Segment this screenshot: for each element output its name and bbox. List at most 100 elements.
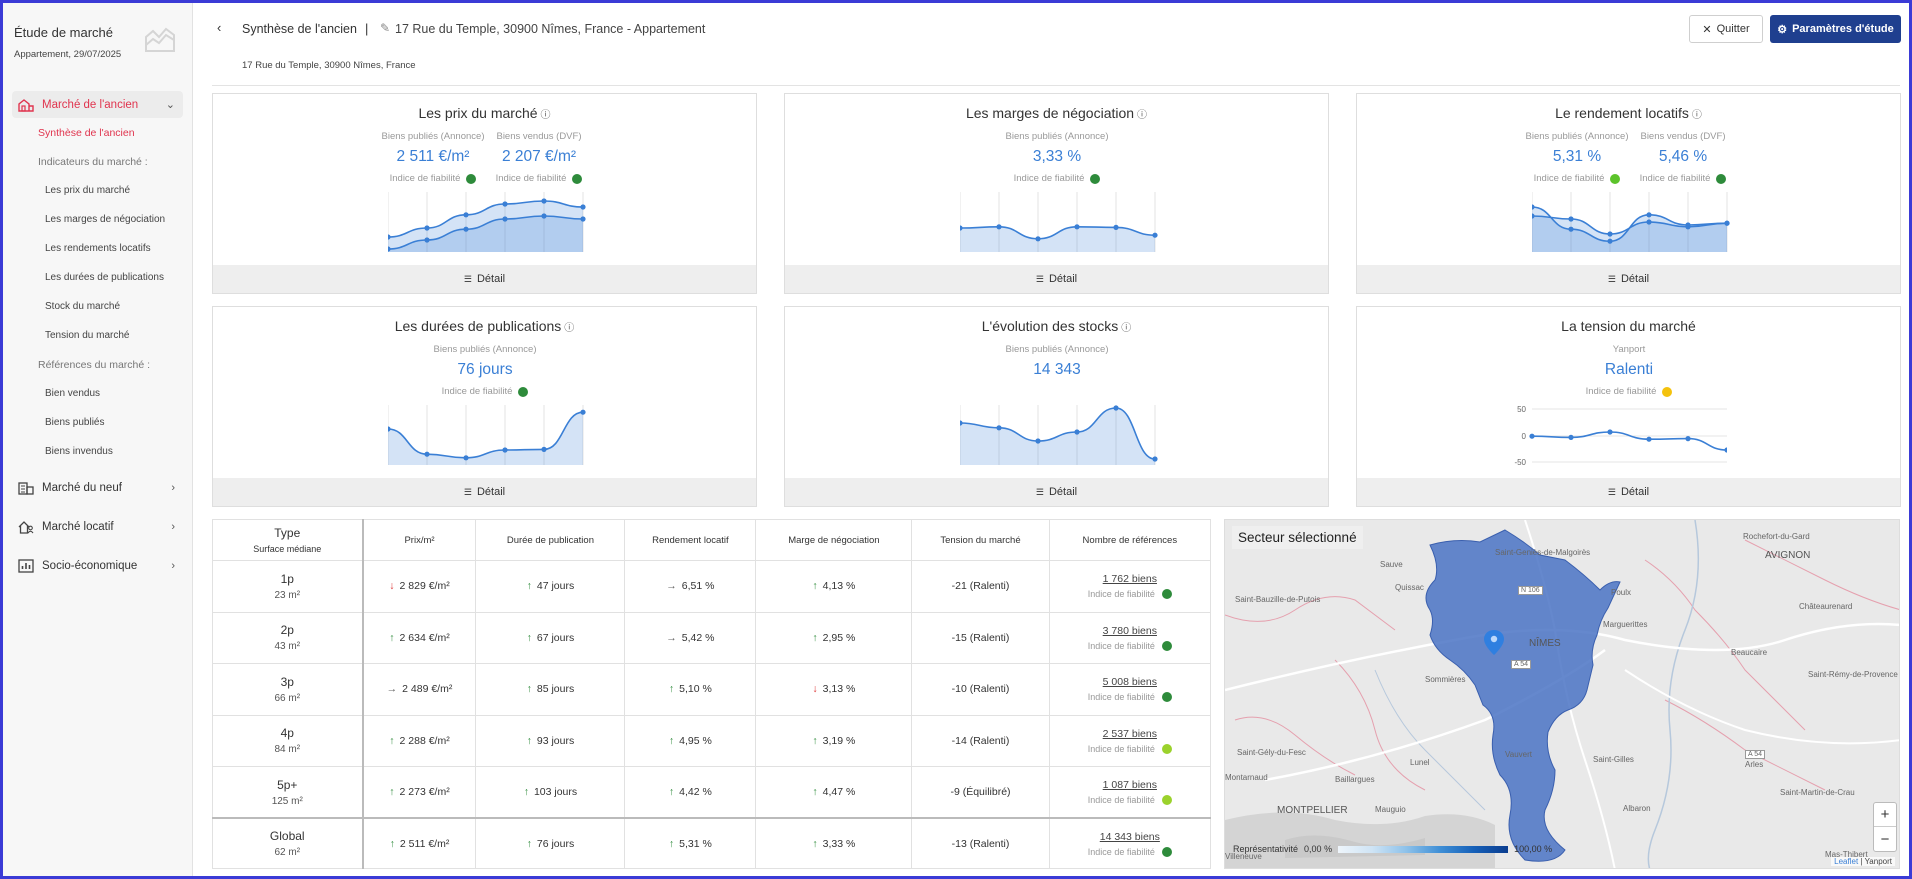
refs-link[interactable]: 1 762 biens xyxy=(1102,573,1157,586)
arrow-up-icon: ↑ xyxy=(389,786,395,798)
study-title: Étude de marché xyxy=(14,25,114,40)
arrow-up-icon: ↑ xyxy=(389,734,395,747)
arrow-up-icon: ↑ xyxy=(812,734,818,747)
sector-map[interactable]: Secteur sélectionné Rochefort-du-Gard AVI… xyxy=(1224,519,1900,869)
list-search-icon: ☰ xyxy=(1035,486,1044,497)
map-place-label: Baillargues xyxy=(1335,775,1375,784)
sparkline-point xyxy=(1074,429,1080,435)
reliability-indicator: Indice de fiabilité xyxy=(415,386,555,397)
cell-yield: ↑ 5,31 % xyxy=(624,817,757,869)
cell-yield: ↑ 4,95 % xyxy=(624,714,757,767)
reliability-indicator: Indice de fiabilité xyxy=(1507,173,1647,184)
sidebar-section-locatif[interactable]: Marché locatif › xyxy=(12,513,183,540)
metric-value: 14 343 xyxy=(1033,361,1081,378)
sparkline-point xyxy=(1074,224,1080,230)
card-detail-button[interactable]: ☰ Détail xyxy=(1357,478,1900,506)
sidebar-item[interactable]: Les prix du marché xyxy=(45,185,131,196)
study-settings-button[interactable]: ⚙ Paramètres d'étude xyxy=(1770,15,1901,43)
map-place-label: Albaron xyxy=(1623,804,1651,813)
edit-icon[interactable]: ✎ xyxy=(380,21,391,35)
reliability-dot xyxy=(1161,743,1172,754)
market-chart-icon xyxy=(145,27,175,52)
info-icon[interactable]: ⓘ xyxy=(1137,110,1148,121)
sparkline-point xyxy=(463,212,469,218)
map-place-label: Arles xyxy=(1745,760,1764,769)
card-title: Les marges de négociation ⓘ xyxy=(785,105,1328,121)
cell-type: 5p+ 125 m² xyxy=(212,766,364,819)
legend-max: 100,00 % xyxy=(1514,844,1553,854)
arrow-right-icon: → xyxy=(666,580,677,593)
sidebar-item[interactable]: Les rendements locatifs xyxy=(45,243,151,254)
sparkline-point xyxy=(1532,213,1535,219)
type-label: 5p+ xyxy=(277,777,298,792)
sparkline-point xyxy=(541,198,547,204)
info-icon[interactable]: ⓘ xyxy=(1121,323,1132,334)
card-detail-button[interactable]: ☰ Détail xyxy=(785,265,1328,293)
reliability-label: Indice de fiabilité xyxy=(1087,692,1155,703)
sparkline-line xyxy=(1532,215,1728,235)
table-row: 4p 84 m² ↑ 2 288 €/m² ↑ 93 jours ↑ 4,95 % ↑ 3,19 … xyxy=(212,714,1212,767)
arrow-up-icon: ↑ xyxy=(668,683,675,696)
cell-value: 2 634 €/m² xyxy=(399,631,450,644)
metric-label: Biens publiés (Annonce) xyxy=(1005,131,1109,142)
cell-tension: -13 (Ralenti) xyxy=(911,817,1050,869)
sidebar-item[interactable]: Biens invendus xyxy=(45,446,113,457)
type-label: 3p xyxy=(280,674,294,689)
sidebar-item[interactable]: Bien vendus xyxy=(45,388,101,399)
reliability-label: Indice de fiabilité xyxy=(1533,173,1605,184)
card-detail-button[interactable]: ☰ Détail xyxy=(785,478,1328,506)
cell-type: 3p 66 m² xyxy=(212,663,364,716)
sparkline-point xyxy=(996,224,1002,230)
refs-link[interactable]: 2 537 biens xyxy=(1102,727,1157,740)
info-icon[interactable]: ⓘ xyxy=(1691,110,1702,121)
sidebar-section-ancien[interactable]: Marché de l'ancien ⌄ xyxy=(12,91,183,118)
sparkline-point xyxy=(1724,220,1730,226)
sparkline-area xyxy=(960,226,1155,252)
sparkline-point xyxy=(580,409,586,415)
refs-link[interactable]: 14 343 biens xyxy=(1099,830,1160,843)
cell-yield: ↑ 5,10 % xyxy=(624,663,757,716)
list-search-icon: ☰ xyxy=(1607,486,1616,497)
zoom-out-button[interactable]: − xyxy=(1880,830,1890,848)
refs-link[interactable]: 5 008 biens xyxy=(1102,676,1157,689)
sidebar-section-neuf[interactable]: Marché du neuf › xyxy=(12,474,183,501)
sidebar-item[interactable]: Les durées de publications xyxy=(45,272,164,283)
refs-link[interactable]: 1 087 biens xyxy=(1102,779,1157,791)
back-arrow-icon[interactable]: ‹ xyxy=(217,20,222,35)
reliability-dot xyxy=(518,386,529,397)
leaflet-link[interactable]: Leaflet xyxy=(1834,857,1859,866)
card-detail-button[interactable]: ☰ Détail xyxy=(1357,265,1900,293)
reliability-label: Indice de fiabilité xyxy=(1639,173,1711,184)
cell-value: 93 jours xyxy=(536,734,575,747)
sidebar-item[interactable]: Stock du marché xyxy=(45,301,121,312)
reliability-dot xyxy=(1161,846,1172,857)
quit-button[interactable]: ✕ Quitter xyxy=(1689,15,1763,43)
card-title-text: Les durées de publications xyxy=(394,318,562,334)
card-detail-button[interactable]: ☰ Détail xyxy=(213,478,756,506)
type-surface: 23 m² xyxy=(274,589,301,601)
sidebar-section-socio[interactable]: Socio-économique › xyxy=(12,552,183,579)
metric-column: Biens publiés (Annonce) 5,31 % Indice de f… xyxy=(1507,131,1647,184)
sparkline-line xyxy=(1531,431,1727,451)
arrow-up-icon: ↑ xyxy=(526,631,532,644)
table-row: Global 62 m² ↑ 2 511 €/m² ↑ 76 jours ↑ 5,31 % ↑ 3… xyxy=(212,817,1212,869)
sidebar-item[interactable]: Synthèse de l'ancien xyxy=(38,126,135,139)
sidebar-item[interactable]: Les marges de négociation xyxy=(45,214,166,225)
card-detail-button[interactable]: ☰ Détail xyxy=(213,265,756,293)
sidebar-item[interactable]: Tension du marché xyxy=(45,330,130,341)
table-body: 1p 23 m² ↓ 2 829 €/m² ↑ 47 jours → 6,51 % ↑ 4,13 … xyxy=(212,560,1212,869)
info-icon[interactable]: ⓘ xyxy=(564,323,575,334)
type-label: 1p xyxy=(280,571,294,586)
col-yield: Rendement locatif xyxy=(624,519,757,561)
sidebar-item[interactable]: Biens publiés xyxy=(45,417,105,428)
sparkline-point xyxy=(1607,429,1613,435)
page-title: Synthèse de l'ancien xyxy=(242,22,357,36)
info-icon[interactable]: ⓘ xyxy=(540,110,551,121)
refs-link[interactable]: 3 780 biens xyxy=(1102,624,1157,637)
attribution-text: Yanport xyxy=(1864,857,1892,866)
arrow-right-icon: → xyxy=(386,683,398,696)
map-legend: Représentativité 0,00 % 100,00 % xyxy=(1233,844,1552,854)
cell-margin: ↓ 3,13 % xyxy=(755,663,913,716)
map-place-label: Saint-Gély-du-Fesc xyxy=(1237,748,1306,757)
zoom-in-button[interactable]: + xyxy=(1874,803,1896,827)
